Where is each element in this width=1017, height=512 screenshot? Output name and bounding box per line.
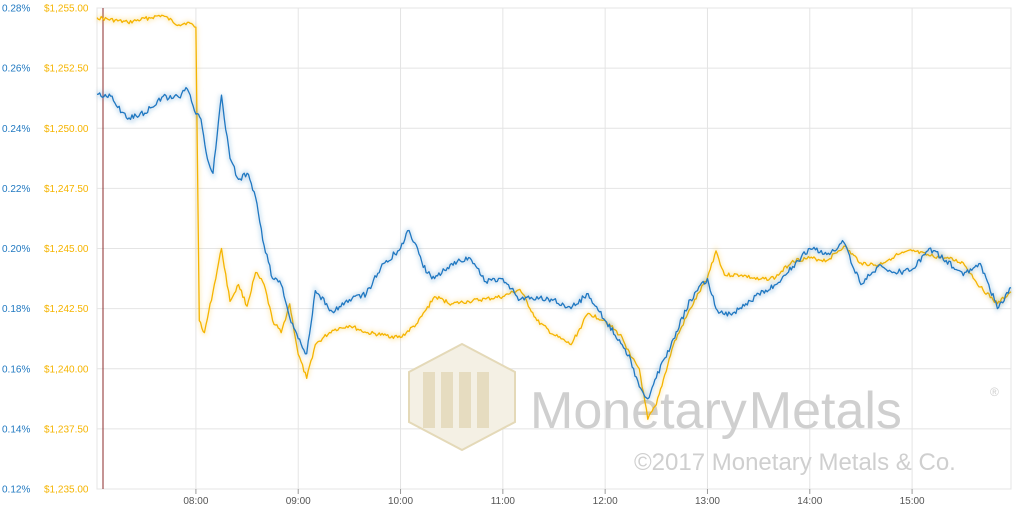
- watermark-bar-icon: [441, 372, 453, 428]
- right-axis-labels: 0.28% 0.26% 0.24% 0.22% 0.20% 0.18% 0.16% 0.14%…: [2, 4, 30, 496]
- x-tick-label: 12:00: [593, 496, 618, 507]
- x-tick-label: 10:00: [388, 496, 413, 507]
- y-tick-label-price: $1,235.00: [44, 485, 89, 496]
- y-tick-label-basis: 0.14%: [2, 424, 30, 435]
- x-tick-label: 09:00: [286, 496, 311, 507]
- y-tick-label-basis: 0.24%: [2, 124, 30, 135]
- x-tick-label: 11:00: [491, 496, 516, 507]
- y-tick-label-basis: 0.12%: [2, 485, 30, 496]
- x-tick-label: 14:00: [797, 496, 822, 507]
- y-tick-label-basis: 0.22%: [2, 184, 30, 195]
- x-tick-label: 13:00: [695, 496, 720, 507]
- y-tick-label-price: $1,255.00: [44, 4, 89, 15]
- left-axis-labels: $1,255.00 $1,252.50 $1,250.00 $1,247.50 $1,2…: [44, 4, 89, 496]
- watermark: MonetaryMetals ® ©2017 Monetary Metals &…: [408, 342, 999, 476]
- x-axis-labels: 08:00 09:00 10:00 11:00 12:00 13:00 14:00 15:00: [183, 496, 925, 507]
- y-tick-label-basis: 0.28%: [2, 4, 30, 15]
- series-price-glow: [95, 12, 1013, 420]
- series-price-line: [96, 14, 1012, 420]
- y-tick-label-price: $1,245.00: [44, 244, 89, 255]
- y-tick-label-price: $1,237.50: [44, 424, 89, 435]
- series-basis-glow: [96, 84, 1012, 402]
- x-tick-label: 15:00: [900, 496, 925, 507]
- y-tick-label-price: $1,242.50: [44, 304, 89, 315]
- y-tick-label-basis: 0.16%: [2, 364, 30, 375]
- watermark-bar-icon: [477, 372, 489, 428]
- y-tick-label-basis: 0.20%: [2, 244, 30, 255]
- y-tick-label-price: $1,247.50: [44, 184, 89, 195]
- y-tick-label-basis: 0.18%: [2, 304, 30, 315]
- watermark-bar-icon: [459, 372, 471, 428]
- watermark-copyright: ©2017 Monetary Metals & Co.: [634, 449, 956, 476]
- y-tick-label-basis: 0.26%: [2, 64, 30, 75]
- x-tick-label: 08:00: [183, 496, 208, 507]
- y-tick-label-price: $1,250.00: [44, 124, 89, 135]
- y-tick-label-price: $1,240.00: [44, 364, 89, 375]
- watermark-registered-mark: ®: [990, 385, 999, 399]
- series-basis-line: [96, 86, 1012, 400]
- watermark-word-monetary: Monetary: [530, 382, 747, 440]
- watermark-brand-text: MonetaryMetals: [530, 382, 902, 440]
- watermark-word-metals: Metals: [749, 382, 902, 440]
- y-tick-label-price: $1,252.50: [44, 64, 89, 75]
- watermark-bar-icon: [423, 372, 435, 428]
- series-group: [95, 12, 1013, 420]
